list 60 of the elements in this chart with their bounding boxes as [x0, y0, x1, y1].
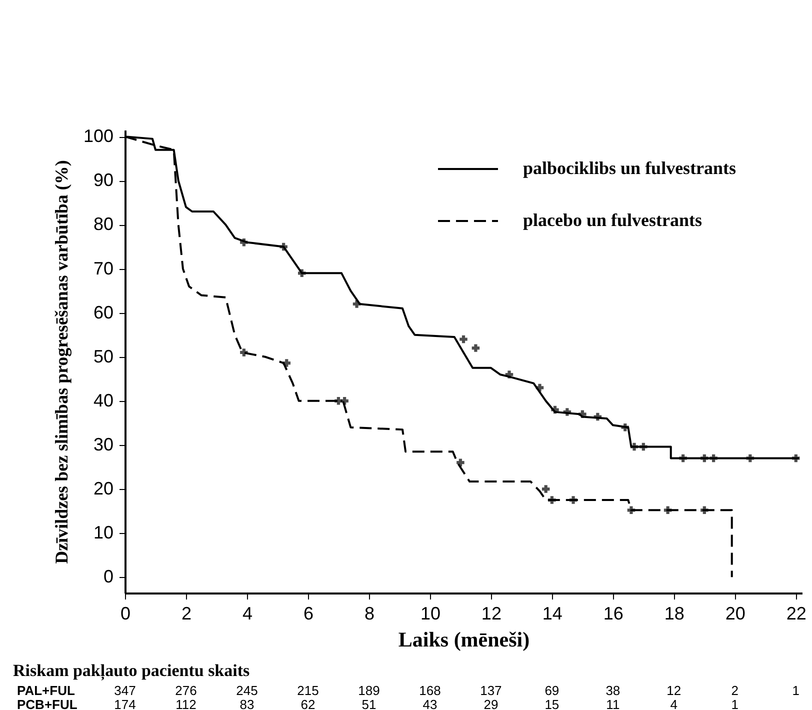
point	[542, 485, 550, 493]
text: Riskam pakļauto pacientu skaits	[13, 661, 250, 681]
point	[548, 496, 556, 504]
point	[280, 242, 288, 251]
point	[456, 458, 464, 466]
y-tick-label: 60	[93, 302, 114, 322]
point	[551, 406, 559, 414]
point	[352, 300, 361, 308]
point	[569, 496, 578, 504]
point	[240, 238, 248, 246]
y-tick-label: 100	[83, 126, 114, 146]
x-tick-label: 22	[786, 604, 806, 624]
point	[621, 423, 629, 432]
point	[664, 506, 672, 514]
x-tick-label: 6	[303, 604, 314, 624]
point	[710, 454, 718, 462]
y-tick-label: 20	[93, 478, 114, 499]
x-tick-label: 10	[420, 604, 440, 624]
point	[630, 442, 638, 451]
point	[563, 408, 572, 416]
y-tick-label: 50	[93, 346, 114, 366]
x-tick-label: 20	[725, 604, 746, 624]
point	[282, 359, 290, 367]
point	[640, 442, 648, 451]
point	[578, 410, 586, 418]
legend-label: palbociklibs un fulvestrants	[523, 158, 736, 178]
x-tick-label: 12	[481, 604, 502, 624]
y-tick-label: 40	[93, 390, 114, 410]
text: PAL+FUL 347 276 245 215 189 168 137 69 38 12 2 1	[17, 683, 800, 698]
text: PCB+FUL 174 112 83 62 51 43 29 15 11 4 1	[17, 697, 739, 710]
x-axis-title: Laiks (mēneši)	[398, 628, 530, 652]
y-axis-title: Dzīvildzes bez slimības progresēšanas varbūtība (%)	[51, 160, 72, 564]
y-tick-label: 80	[93, 214, 114, 234]
point	[240, 348, 248, 356]
x-tick-label: 14	[542, 604, 562, 624]
y-tick-label: 70	[93, 258, 114, 278]
x-tick-label: 8	[364, 604, 374, 624]
point	[679, 454, 687, 462]
x-tick-label: 2	[181, 604, 192, 624]
point	[536, 384, 544, 392]
x-tick-label: 18	[664, 604, 684, 624]
y-tick-label: 90	[93, 170, 114, 190]
y-tick-label: 30	[93, 434, 114, 454]
x-tick-label: 0	[120, 604, 131, 624]
point	[700, 454, 708, 462]
point	[472, 344, 480, 352]
point	[627, 506, 636, 514]
point	[340, 397, 348, 405]
point	[298, 269, 306, 278]
x-tick-label: 16	[603, 604, 624, 624]
point	[505, 370, 514, 378]
y-tick-label: 10	[93, 522, 114, 543]
point	[460, 335, 468, 344]
x-tick-label: 4	[242, 604, 252, 624]
point	[746, 454, 754, 462]
y-tick-label: 0	[103, 566, 114, 587]
legend-label: placebo un fulvestrants	[523, 210, 702, 230]
point	[700, 506, 708, 514]
point	[792, 454, 800, 462]
point	[594, 412, 602, 421]
